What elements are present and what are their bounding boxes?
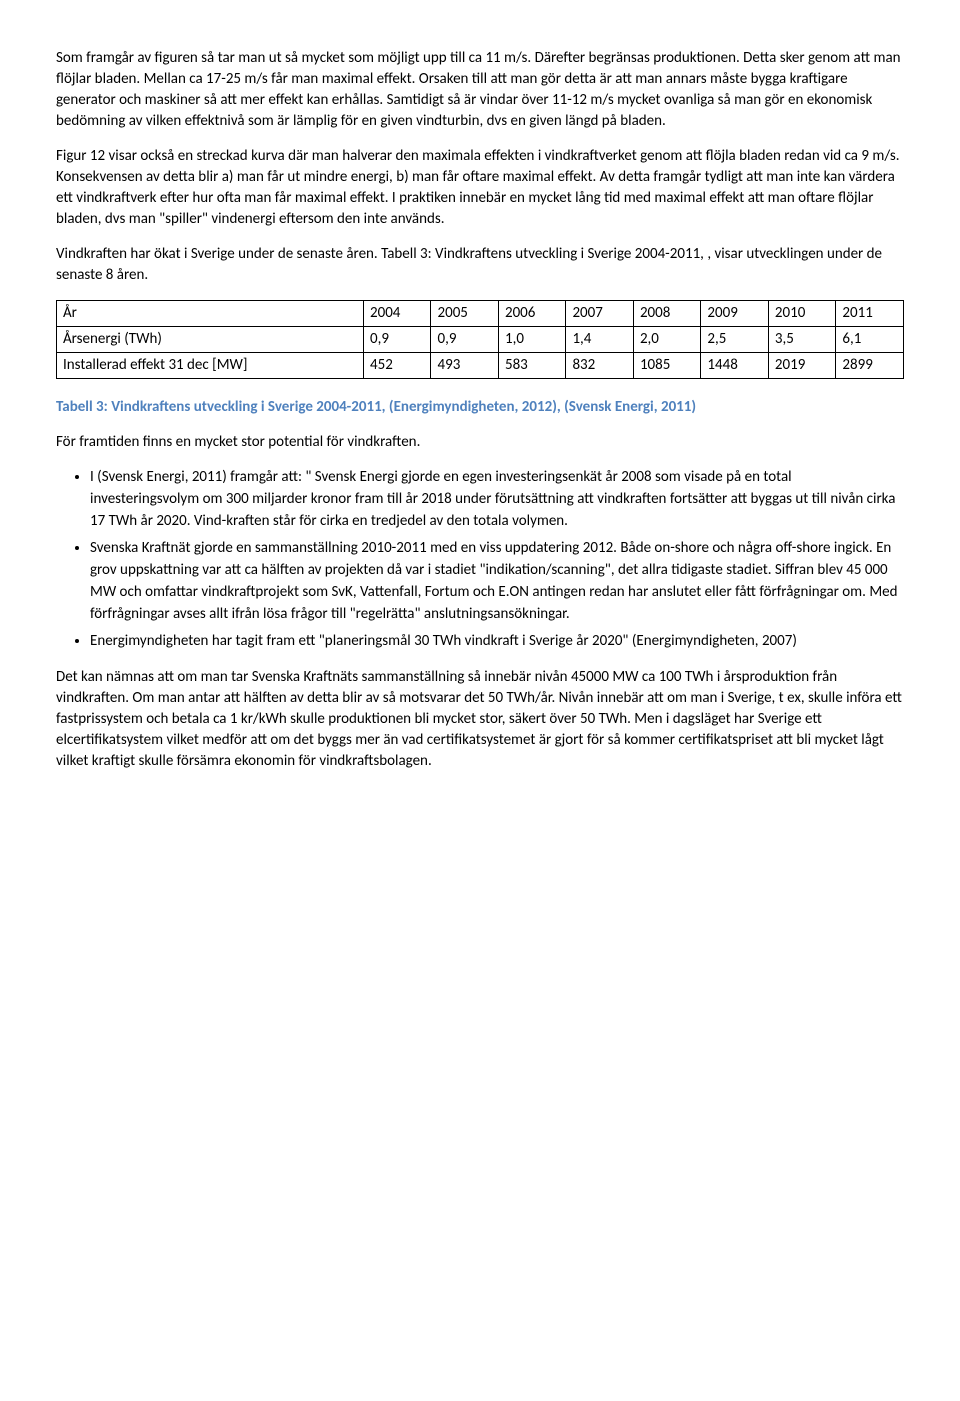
table-cell: 583 bbox=[498, 353, 565, 379]
paragraph-4: För framtiden finns en mycket stor poten… bbox=[56, 432, 904, 453]
table-cell: 3,5 bbox=[768, 327, 835, 353]
table-header-cell: 2005 bbox=[431, 301, 498, 327]
table-cell: 493 bbox=[431, 353, 498, 379]
table-cell: 2019 bbox=[768, 353, 835, 379]
table-cell: Årsenergi (TWh) bbox=[57, 327, 364, 353]
table-cell: 2,5 bbox=[701, 327, 768, 353]
paragraph-2: Figur 12 visar också en streckad kurva d… bbox=[56, 146, 904, 230]
table-cell: 0,9 bbox=[431, 327, 498, 353]
table-cell: 2,0 bbox=[633, 327, 700, 353]
table-row: Installerad effekt 31 dec [MW] 452 493 5… bbox=[57, 353, 904, 379]
paragraph-5: Det kan nämnas att om man tar Svenska Kr… bbox=[56, 667, 904, 772]
table-caption: Tabell 3: Vindkraftens utveckling i Sver… bbox=[56, 397, 904, 418]
table-header-cell: 2006 bbox=[498, 301, 565, 327]
table-cell: 832 bbox=[566, 353, 633, 379]
bullet-list: I (Svensk Energi, 2011) framgår att: " S… bbox=[56, 467, 904, 653]
table-header-cell: 2007 bbox=[566, 301, 633, 327]
table-cell: 2899 bbox=[836, 353, 904, 379]
table-cell: 1085 bbox=[633, 353, 700, 379]
wind-power-table: År 2004 2005 2006 2007 2008 2009 2010 20… bbox=[56, 300, 904, 379]
table-header-cell: 2011 bbox=[836, 301, 904, 327]
table-row: År 2004 2005 2006 2007 2008 2009 2010 20… bbox=[57, 301, 904, 327]
list-item: I (Svensk Energi, 2011) framgår att: " S… bbox=[90, 467, 904, 532]
table-header-cell: 2004 bbox=[364, 301, 431, 327]
table-cell: 1,4 bbox=[566, 327, 633, 353]
list-item: Svenska Kraftnät gjorde en sammanställni… bbox=[90, 538, 904, 625]
list-item: Energimyndigheten har tagit fram ett "pl… bbox=[90, 631, 904, 653]
table-cell: 0,9 bbox=[364, 327, 431, 353]
table-row: Årsenergi (TWh) 0,9 0,9 1,0 1,4 2,0 2,5 … bbox=[57, 327, 904, 353]
table-cell: 6,1 bbox=[836, 327, 904, 353]
table-cell: Installerad effekt 31 dec [MW] bbox=[57, 353, 364, 379]
paragraph-1: Som framgår av figuren så tar man ut så … bbox=[56, 48, 904, 132]
table-header-cell: 2008 bbox=[633, 301, 700, 327]
table-cell: 452 bbox=[364, 353, 431, 379]
paragraph-3: Vindkraften har ökat i Sverige under de … bbox=[56, 244, 904, 286]
table-cell: 1448 bbox=[701, 353, 768, 379]
table-header-cell: 2009 bbox=[701, 301, 768, 327]
table-cell: 1,0 bbox=[498, 327, 565, 353]
table-header-cell: År bbox=[57, 301, 364, 327]
table-header-cell: 2010 bbox=[768, 301, 835, 327]
